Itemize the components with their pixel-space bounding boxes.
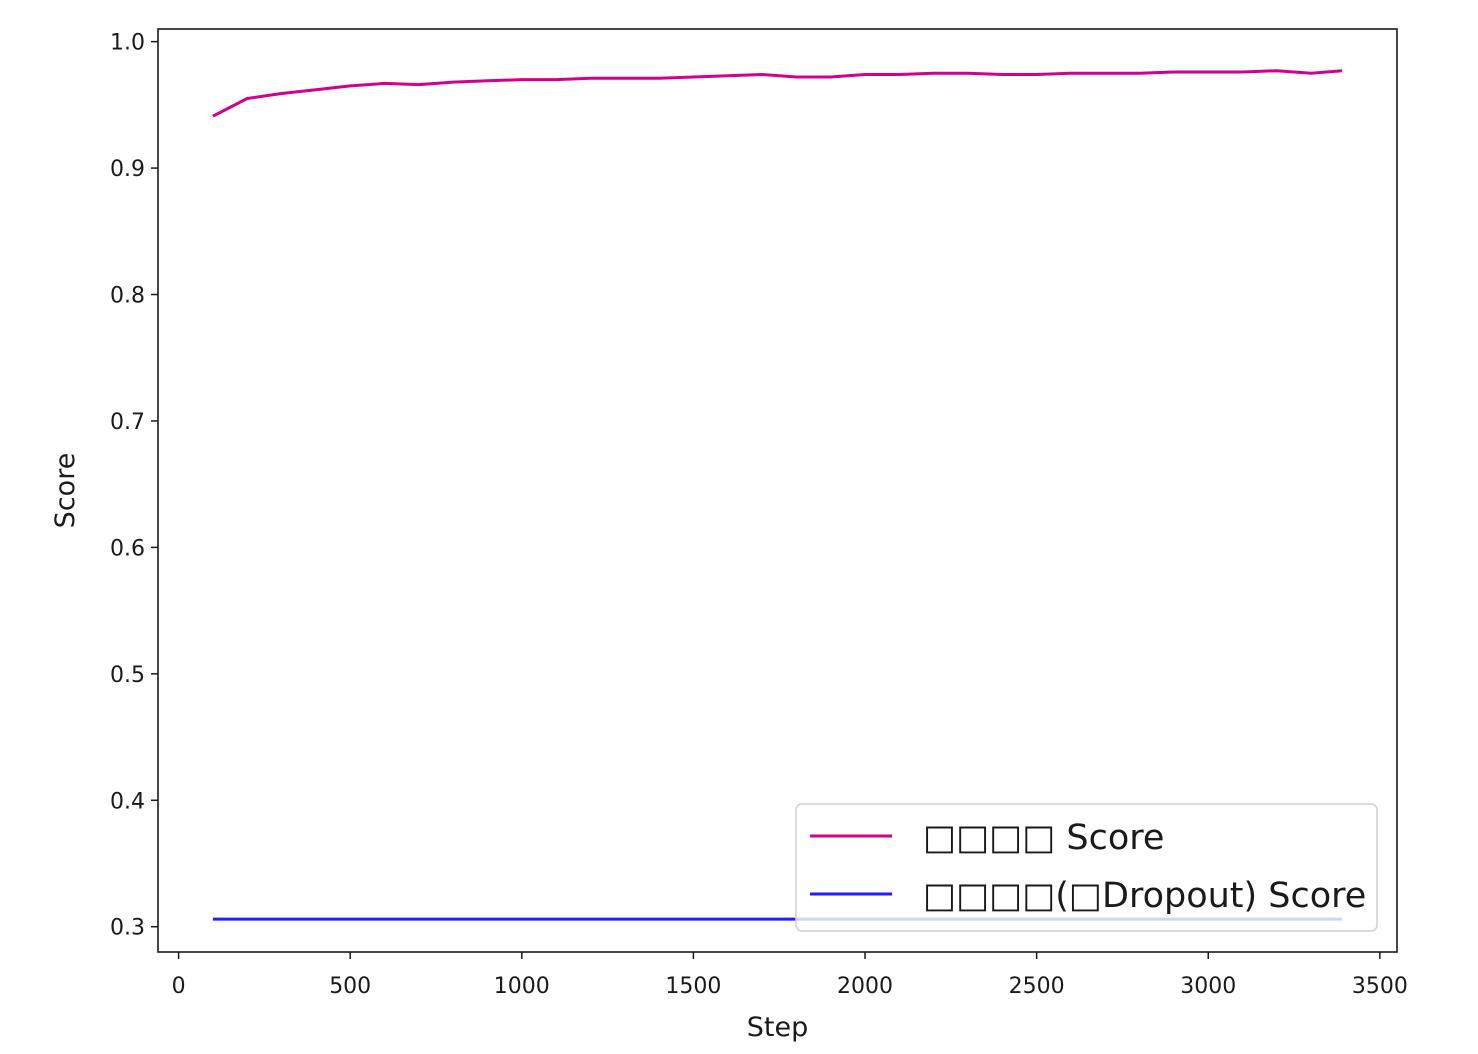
x-tick-label: 3500 bbox=[1352, 974, 1408, 999]
y-axis-ticks: 0.3 0.4 0.5 0.6 0.7 0.8 0.9 1.0 bbox=[110, 31, 158, 941]
series-line-1 bbox=[212, 69, 1343, 118]
plot-frame bbox=[157, 28, 1398, 953]
y-tick-label: 0.9 bbox=[110, 157, 145, 182]
plot-area bbox=[158, 29, 1397, 952]
legend-box bbox=[795, 803, 1378, 932]
y-tick-label: 0.7 bbox=[110, 410, 145, 435]
x-tick-label: 1500 bbox=[665, 974, 721, 999]
y-tick-label: 0.6 bbox=[110, 536, 145, 561]
y-tick-label: 0.4 bbox=[110, 789, 145, 814]
y-tick-label: 0.8 bbox=[110, 284, 145, 309]
x-tick-label: 2000 bbox=[837, 974, 893, 999]
x-axis-label: Step bbox=[747, 1012, 808, 1043]
x-axis-ticks: 0 500 1000 1500 2000 2500 3000 3500 bbox=[172, 952, 1408, 999]
legend: □□□□ Score □□□□(□Dropout) Score bbox=[795, 803, 1378, 932]
y-tick-label: 1.0 bbox=[110, 31, 145, 56]
x-tick-label: 0 bbox=[172, 974, 186, 999]
legend-label-1: □□□□ Score bbox=[923, 818, 1164, 858]
x-tick-label: 500 bbox=[329, 974, 371, 999]
x-tick-label: 2500 bbox=[1009, 974, 1065, 999]
y-axis-label: Score bbox=[50, 453, 81, 529]
y-tick-label: 0.3 bbox=[110, 916, 145, 941]
x-tick-label: 1000 bbox=[494, 974, 550, 999]
x-tick-label: 3000 bbox=[1180, 974, 1236, 999]
y-tick-label: 0.5 bbox=[110, 663, 145, 688]
legend-label-2: □□□□(□Dropout) Score bbox=[923, 876, 1366, 916]
